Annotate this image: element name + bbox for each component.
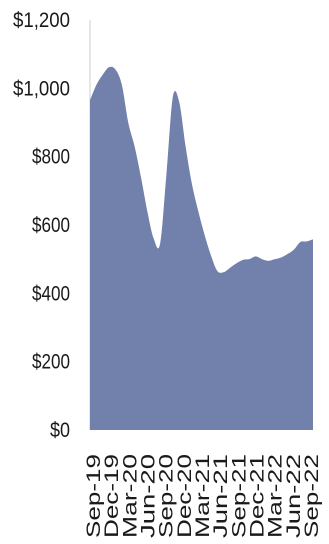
x-tick-label: Dec-20 [175, 454, 196, 538]
x-tick-label: Sep-19 [84, 454, 105, 538]
x-axis-tick-labels: Sep-19Dec-19Mar-20Jun-20Sep-20Dec-20Mar-… [84, 454, 323, 538]
x-tick-label: Jun-21 [211, 454, 232, 538]
x-tick-label: Mar-20 [120, 454, 141, 538]
y-tick-label: $1,200 [13, 9, 70, 32]
y-tick-label: $800 [32, 146, 70, 169]
y-tick-label: $400 [32, 282, 70, 305]
x-tick-label: Jun-22 [284, 454, 305, 538]
y-tick-label: $1,000 [13, 77, 70, 100]
y-tick-label: $0 [50, 419, 70, 442]
x-tick-label: Mar-22 [266, 454, 287, 538]
x-tick-label: Dec-19 [102, 454, 123, 538]
x-tick-label: Jun-20 [139, 454, 160, 538]
y-tick-label: $600 [32, 214, 70, 237]
area-series [90, 66, 313, 431]
x-tick-label: Sep-21 [229, 454, 250, 538]
y-tick-label: $200 [32, 351, 70, 374]
x-tick-label: Mar-21 [193, 454, 214, 538]
x-tick-label: Sep-22 [302, 454, 323, 538]
x-tick-label: Sep-20 [157, 454, 178, 538]
x-tick-label: Dec-21 [248, 454, 269, 538]
y-axis-tick-labels: $1,200 $1,000 $800 $600 $400 $200 $0 [13, 9, 70, 442]
